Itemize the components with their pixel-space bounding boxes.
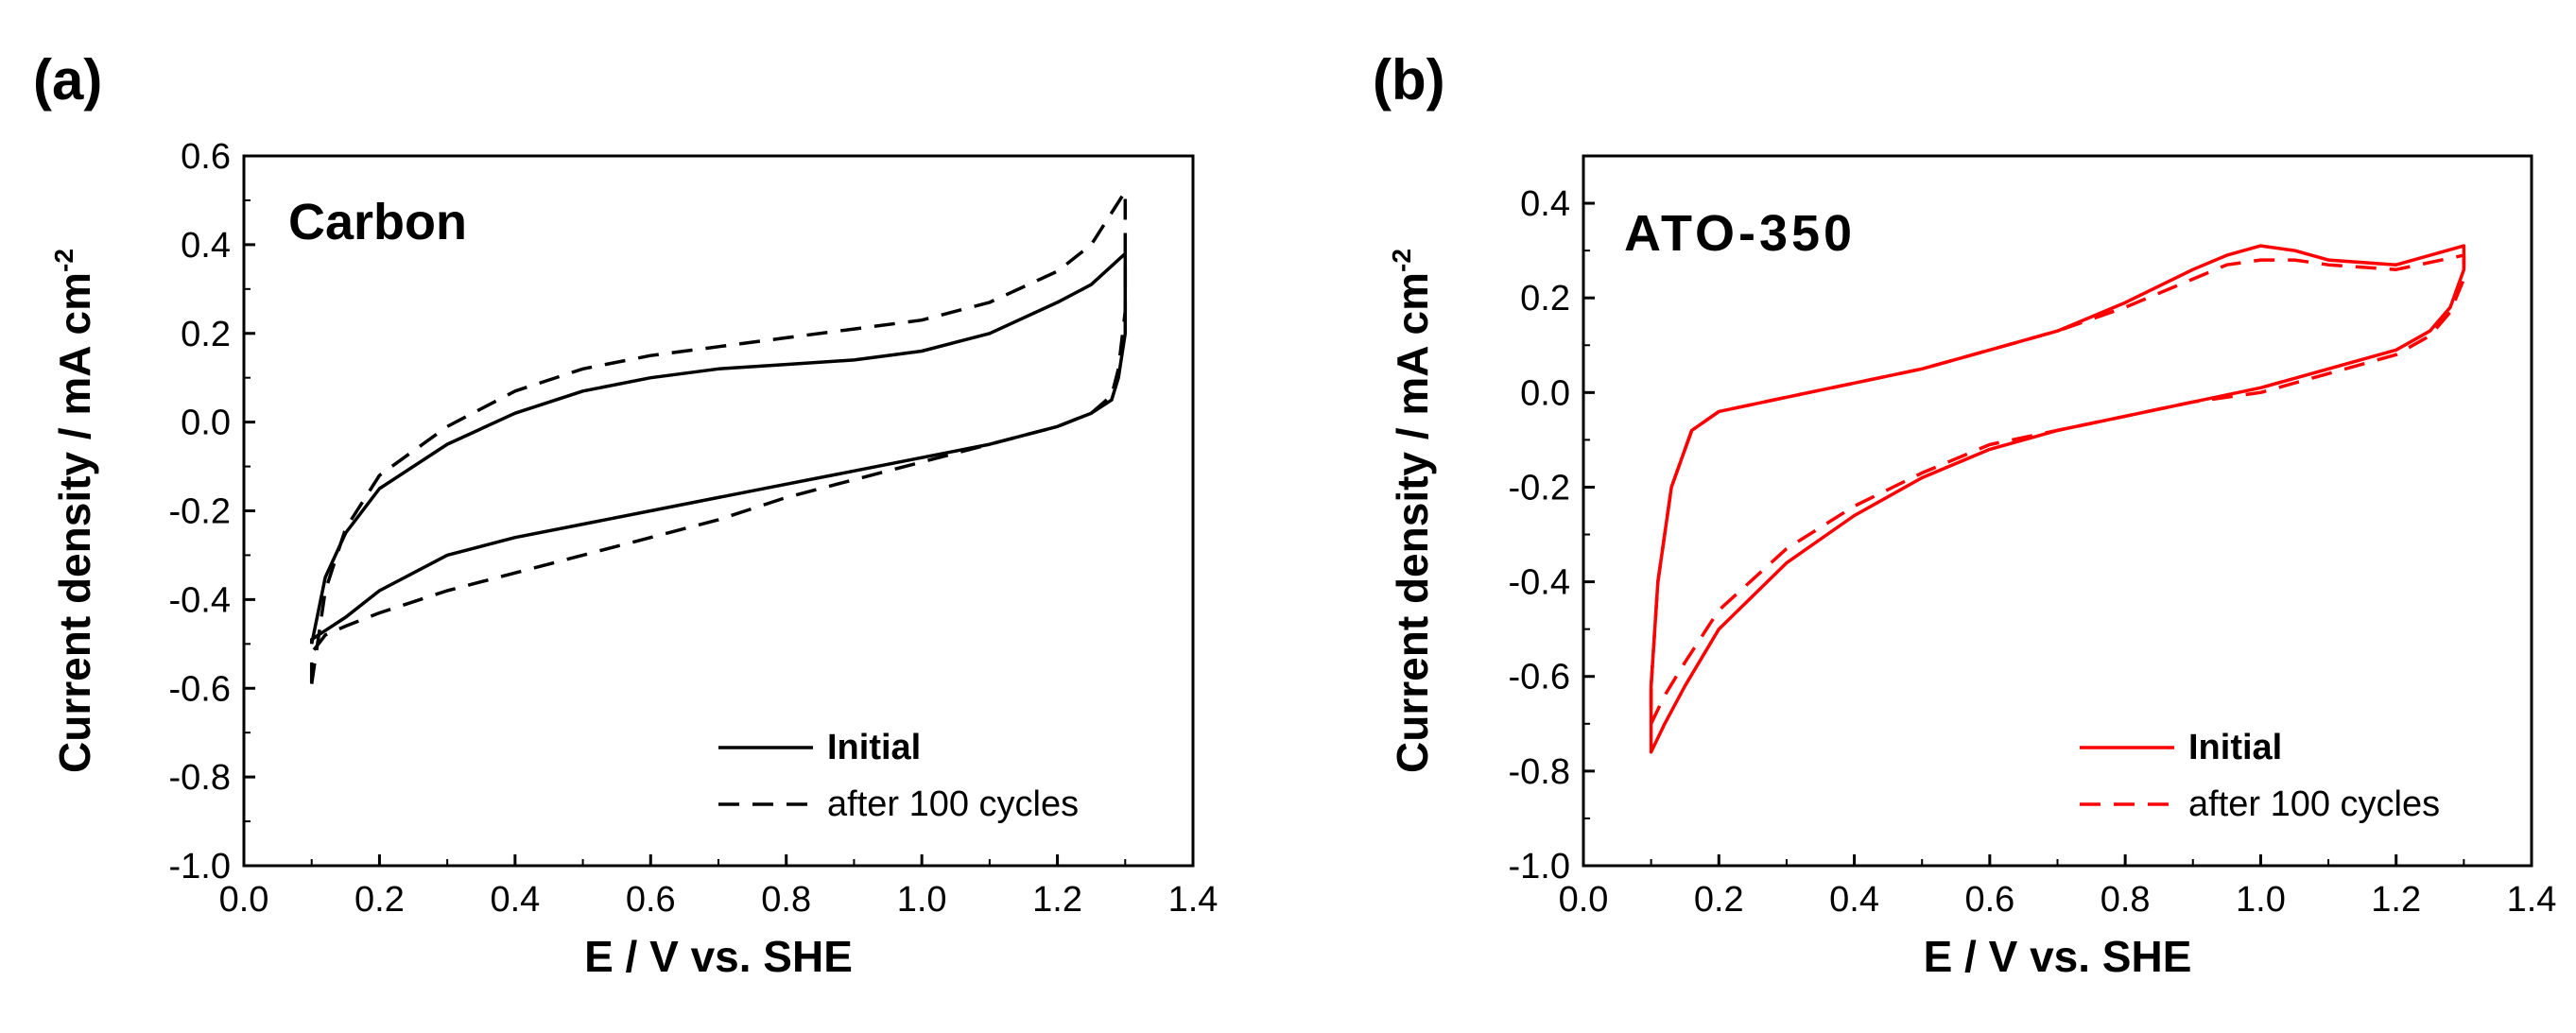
x-tick-label: 0.0 [1559, 880, 1609, 920]
y-tick-label: -0.4 [1509, 563, 1570, 603]
y-tick-label: -1.0 [169, 847, 231, 887]
y-tick-label: 0.2 [1520, 279, 1570, 319]
x-tick-label: 0.6 [626, 880, 676, 920]
y-tick-label: -0.8 [1509, 752, 1570, 792]
x-tick-label: 0.8 [2101, 880, 2151, 920]
y-tick-label: 0.6 [181, 137, 231, 177]
x-tick-label: 1.0 [2236, 880, 2286, 920]
y-axis-label-text: Current density / mA cm [50, 272, 99, 773]
chart-panel-b: 0.0 0.2 0.4 0.6 0.8 1.0 1.2 1.4 -1.0 -0.8 -0.6 -0.4… [1373, 48, 2556, 981]
y-axis-label: Current density / mA cm-2 [1387, 249, 1437, 773]
x-tick-label: 1.0 [897, 880, 947, 920]
y-tick-label: -1.0 [1509, 847, 1570, 887]
y-tick-label: 0.0 [181, 404, 231, 443]
y-tick-label: 0.0 [1520, 373, 1570, 413]
y-tick-label: -0.6 [1509, 658, 1570, 697]
x-tick-label: 0.8 [761, 880, 811, 920]
x-axis-label: E / V vs. SHE [1924, 932, 2192, 981]
panel-label: (a) [33, 48, 102, 112]
y-tick-label: 0.4 [1520, 184, 1570, 224]
x-tick-label: 0.0 [219, 880, 269, 920]
series-line-initial [309, 251, 1128, 645]
panel-title: Carbon [288, 194, 467, 250]
x-tick-label: 1.4 [2507, 880, 2557, 920]
plot-frame [1582, 154, 2533, 868]
y-tick-label: 0.2 [181, 315, 231, 354]
x-axis-label: E / V vs. SHE [584, 932, 853, 981]
panel-title: ATO-350 [1624, 205, 1856, 262]
legend-label-after-100-cycles: after 100 cycles [827, 784, 1079, 824]
x-tick-label: 1.4 [1168, 880, 1219, 920]
y-axis-label-superscript: -2 [49, 249, 78, 272]
x-tick-label: 0.2 [354, 880, 405, 920]
panel-label: (b) [1373, 48, 1445, 112]
legend-label-initial: Initial [827, 728, 921, 767]
y-tick-label: -0.6 [169, 669, 231, 709]
chart-panel-a: 0.0 0.2 0.4 0.6 0.8 1.0 1.2 1.4 -1.0 -0.8 -0.6 -0.4… [33, 48, 1218, 981]
y-tick-label: -0.2 [1509, 468, 1570, 508]
x-tick-label: 0.2 [1694, 880, 1744, 920]
y-axis-label-superscript: -2 [1387, 249, 1416, 272]
x-tick-label: 0.4 [490, 880, 540, 920]
plot-frame [242, 154, 1195, 868]
x-tick-label: 1.2 [2371, 880, 2421, 920]
x-tick-label: 1.2 [1032, 880, 1082, 920]
series-line-after-100-cycles [1649, 253, 2466, 726]
y-axis-label: Current density / mA cm-2 [49, 249, 99, 773]
y-axis-label-text: Current density / mA cm [1388, 272, 1437, 773]
x-tick-label: 0.6 [1964, 880, 2014, 920]
series-line-after-100-cycles [309, 189, 1128, 684]
y-tick-label: 0.4 [181, 226, 231, 266]
series-line-initial [1649, 244, 2466, 754]
y-tick-label: -0.8 [169, 758, 231, 798]
legend-label-after-100-cycles: after 100 cycles [2188, 784, 2440, 824]
legend-label-initial: Initial [2188, 728, 2282, 767]
y-tick-label: -0.4 [169, 580, 231, 620]
x-tick-label: 0.4 [1829, 880, 1879, 920]
y-tick-label: -0.2 [169, 492, 231, 532]
